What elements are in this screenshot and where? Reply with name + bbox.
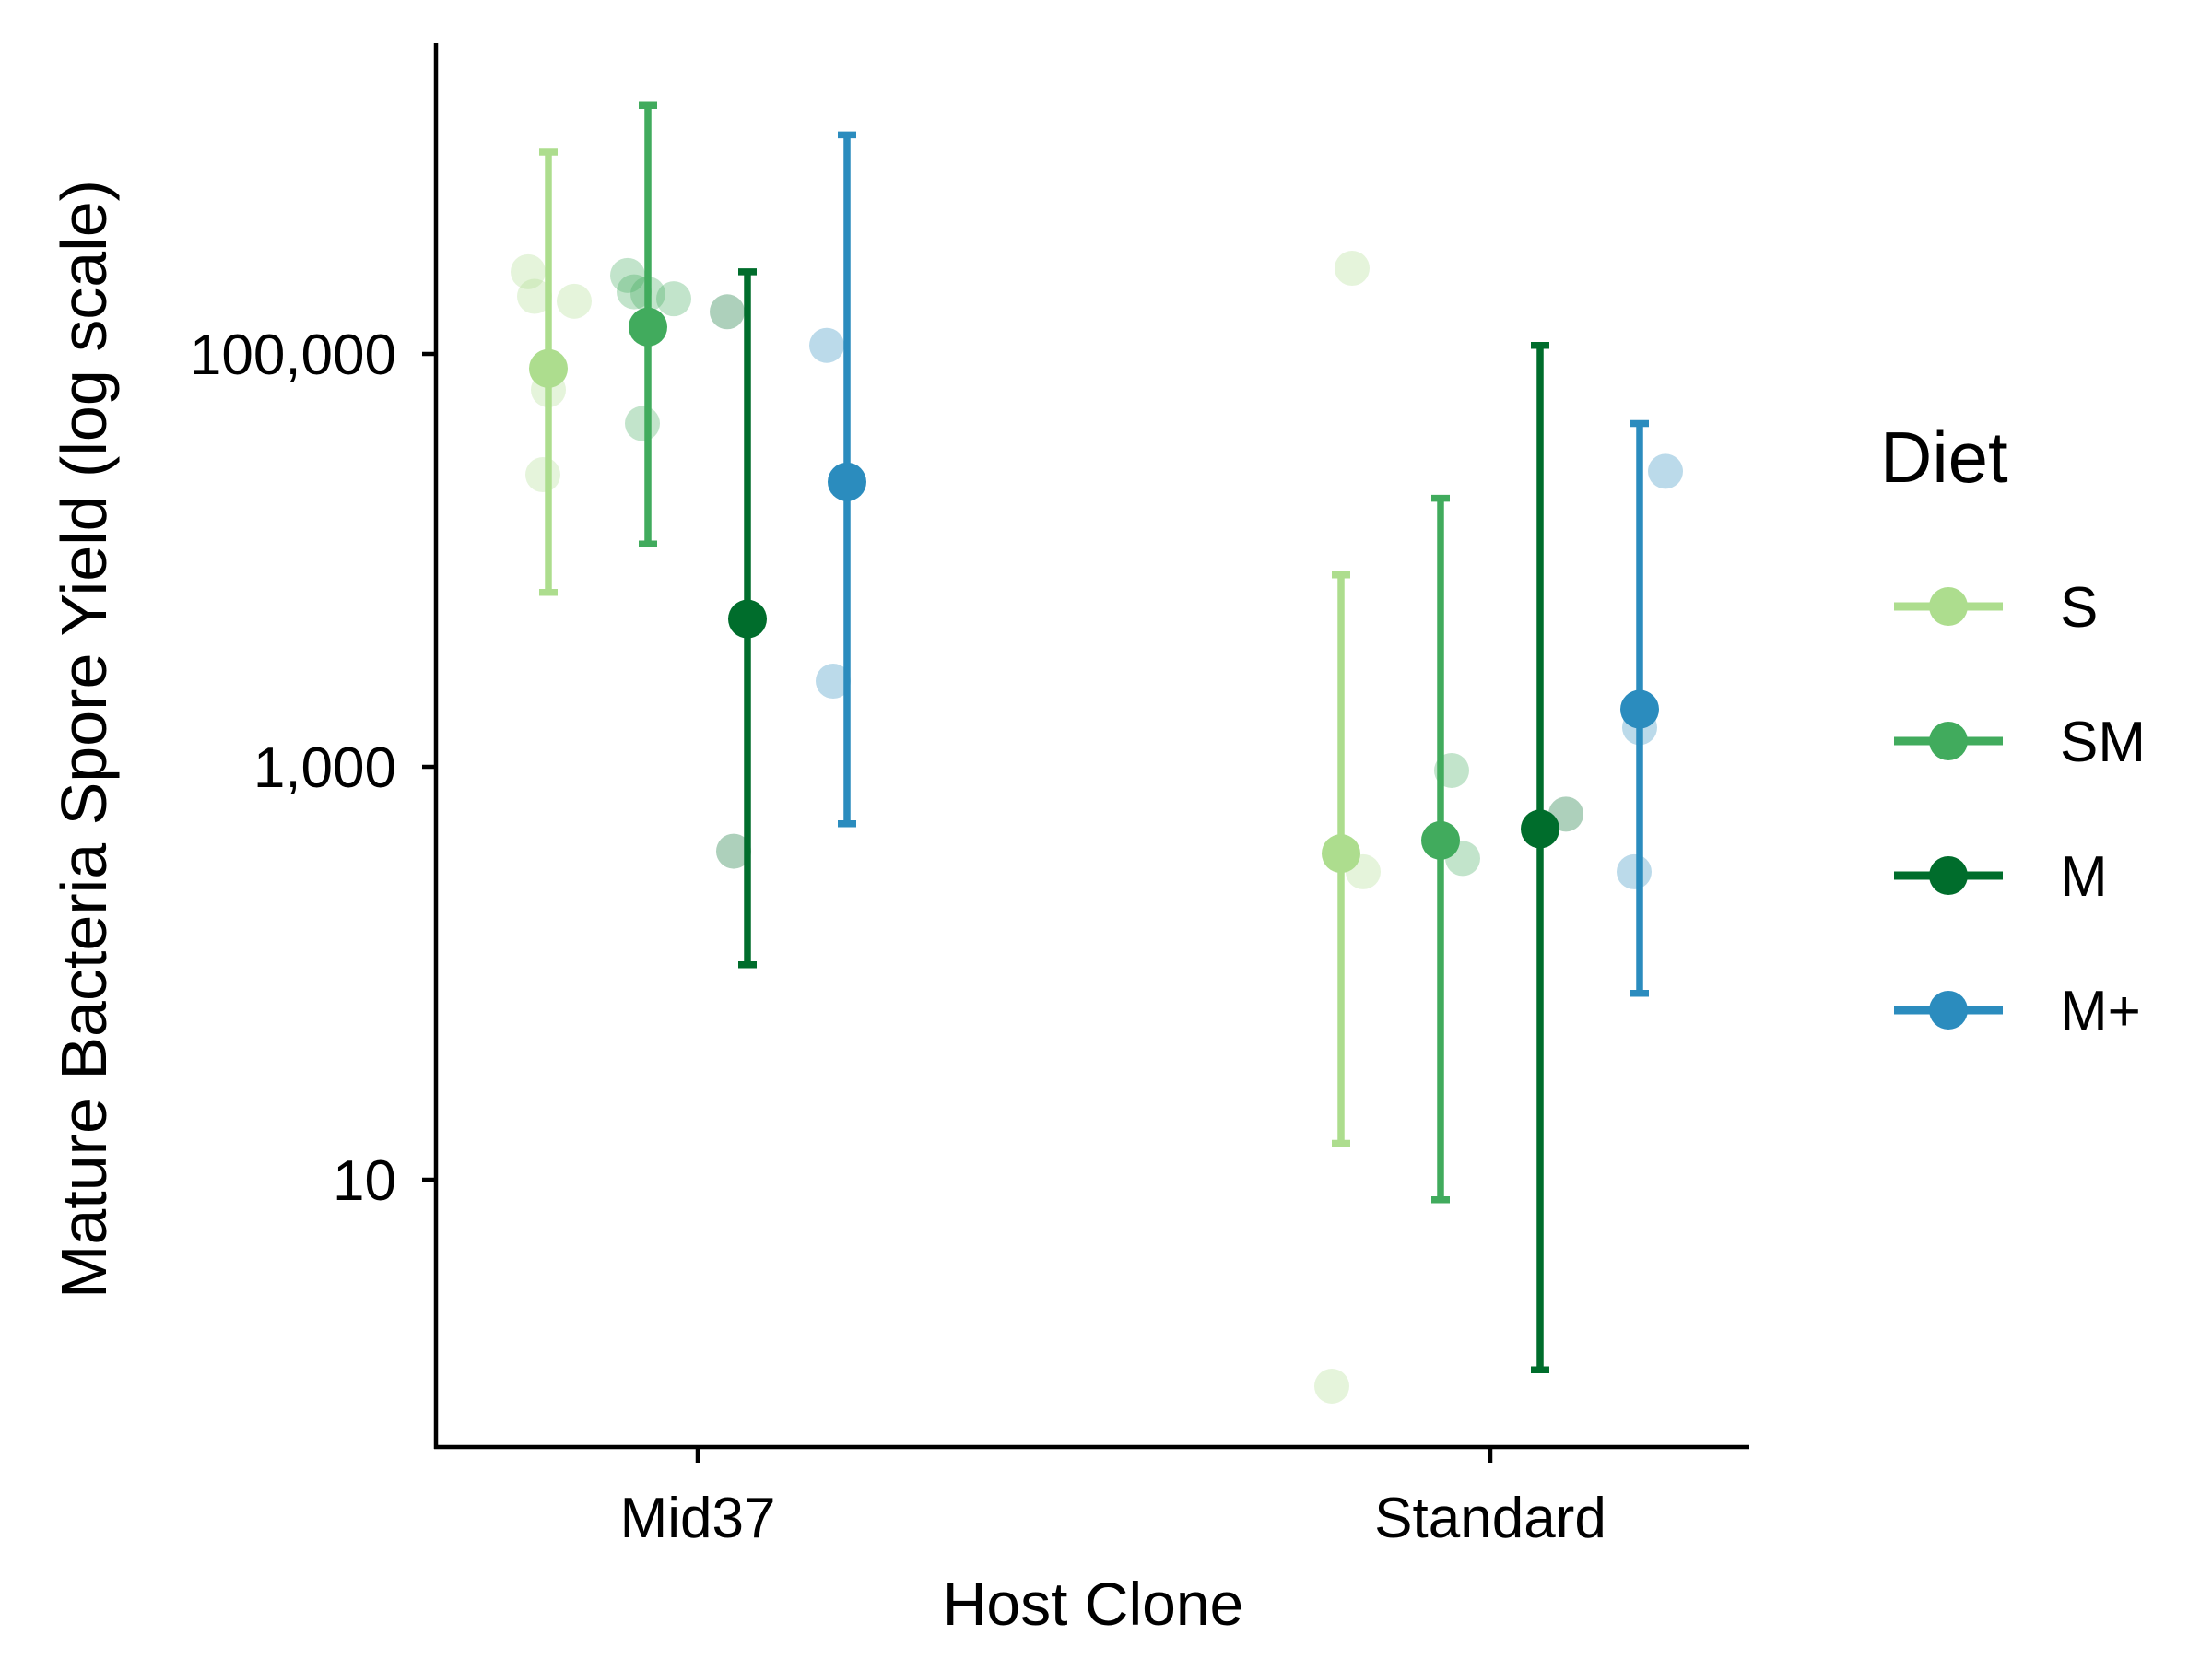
legend-label: SM — [2060, 711, 2146, 774]
raw-data-point — [610, 257, 645, 293]
raw-data-point — [625, 406, 660, 441]
legend-key-point — [1929, 587, 1968, 626]
y-tick-label: 100,000 — [190, 324, 396, 387]
raw-data-point — [716, 833, 751, 869]
mean-point — [1322, 834, 1360, 874]
raw-data-point — [816, 664, 851, 700]
summary-layer — [529, 101, 1659, 1374]
raw-data-point — [809, 327, 844, 363]
raw-data-point — [517, 278, 552, 314]
axes-layer — [433, 43, 1749, 1450]
mean-point — [1521, 809, 1559, 849]
raw-data-point — [1648, 453, 1683, 489]
x-tick-label: Mid37 — [620, 1487, 776, 1550]
legend-key-point — [1929, 856, 1968, 895]
x-axis-title: Host Clone — [943, 1570, 1244, 1638]
raw-data-point — [656, 281, 691, 317]
mean-point — [629, 307, 667, 347]
raw-points-layer — [511, 251, 1683, 1404]
raw-data-point — [525, 457, 560, 493]
legend-label: S — [2060, 576, 2098, 640]
legend-title: Diet — [1880, 417, 2008, 498]
raw-data-point — [1314, 1369, 1349, 1404]
legend-label: M+ — [2060, 980, 2141, 1043]
legend-label: M — [2060, 845, 2108, 909]
mean-point — [529, 348, 568, 388]
y-tick-label: 1,000 — [253, 736, 396, 800]
raw-data-point — [511, 253, 546, 289]
mean-point — [1620, 689, 1659, 729]
legend-key-point — [1929, 722, 1968, 760]
mean-point — [728, 599, 767, 639]
raw-data-point — [710, 294, 745, 330]
raw-data-point — [1335, 251, 1370, 287]
mean-point — [1421, 820, 1460, 860]
legend: Diet S SM M M+ — [1880, 417, 2146, 1043]
mean-point — [828, 462, 866, 501]
raw-data-point — [557, 283, 592, 319]
y-ticks-layer: 10 1,000 100,000 — [190, 324, 436, 1213]
legend-key-point — [1929, 991, 1968, 1030]
y-axis-title: Mature Bacteria Spore Yield (log scale) — [48, 180, 120, 1299]
raw-data-point — [1617, 853, 1652, 889]
x-ticks-layer: Mid37 Standard — [620, 1449, 1606, 1550]
x-tick-label: Standard — [1374, 1487, 1606, 1550]
raw-data-point — [617, 274, 652, 310]
y-tick-label: 10 — [333, 1149, 396, 1213]
